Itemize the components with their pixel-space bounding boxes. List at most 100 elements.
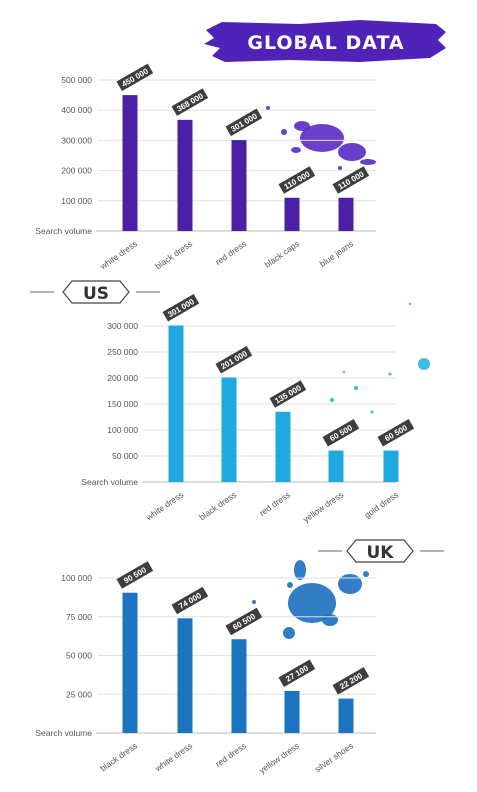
uk-splash-blob	[287, 582, 293, 588]
us-badge-frame	[62, 280, 130, 304]
uk-category-label: red dress	[213, 740, 248, 769]
global-value-label: 110 000	[283, 169, 313, 191]
global-value-label: 110 000	[337, 169, 367, 191]
us-y-tick-label: 300 000	[107, 321, 138, 331]
uk-bar	[338, 698, 354, 733]
uk-value-tag-bg	[225, 607, 263, 636]
us-bar	[221, 377, 237, 482]
global-value-tag-bg	[225, 108, 263, 137]
uk-value-tag: 27 100	[278, 659, 316, 687]
us-value-tag-bg	[377, 419, 415, 447]
us-splash-blob	[370, 410, 374, 414]
us-splash-blob	[418, 358, 430, 370]
us-splash-blob	[388, 372, 392, 376]
uk-bar	[122, 592, 138, 733]
us-badge: US	[30, 280, 160, 304]
global-value-tag: 301 000	[225, 108, 263, 137]
us-splash-blob	[342, 370, 346, 374]
global-value-tag: 368 000	[171, 88, 209, 116]
global-category-label: white dress	[97, 238, 139, 271]
us-y-axis-label: Search volume	[81, 477, 138, 487]
uk-value-tag-bg	[171, 586, 209, 615]
uk-y-axis-label: Search volume	[35, 728, 92, 738]
global-bar	[338, 197, 354, 231]
uk-splash-blob	[283, 627, 295, 639]
global-bar	[284, 197, 300, 231]
us-value-tag-bg	[322, 419, 360, 447]
global-splash-blob	[294, 121, 310, 131]
global-category-label: blue jeans	[318, 238, 355, 268]
global-splash-blob	[300, 124, 344, 152]
us-bar	[275, 411, 291, 482]
global-category-label: black dress	[153, 238, 194, 271]
us-y-tick-label: 200 000	[107, 373, 138, 383]
uk-category-label: black dress	[98, 740, 139, 773]
us-value-tag-bg	[269, 380, 307, 408]
uk-value-tag-bg	[116, 561, 154, 589]
global-y-tick-label: 100 000	[61, 196, 92, 206]
global-splash-blob	[360, 159, 376, 165]
uk-splash-blob	[294, 560, 306, 580]
uk-value-tag-bg	[278, 659, 316, 687]
uk-badge: UK	[318, 539, 444, 563]
us-category-label: red dress	[257, 489, 292, 518]
us-value-tag: 201 000	[215, 345, 253, 374]
brush-stroke	[204, 20, 446, 62]
us-category-label: gold dress	[362, 489, 400, 520]
uk-category-label: yellow dress	[257, 740, 301, 775]
us-y-tick-label: 50 000	[112, 451, 138, 461]
uk-splash-blob	[322, 614, 338, 626]
us-splash	[330, 302, 430, 414]
global-bar	[122, 95, 138, 231]
global-category-label: red dress	[213, 238, 248, 267]
uk-chart-title: UK	[367, 543, 395, 563]
global-value-label: 450 000	[120, 66, 150, 89]
global-splash-blob	[281, 129, 287, 135]
uk-y-tick-label: 75 000	[66, 612, 92, 622]
uk-y-tick-label: 25 000	[66, 689, 92, 699]
us-value-tag-bg	[162, 293, 200, 322]
uk-bar	[177, 618, 193, 733]
us-bar	[328, 450, 344, 482]
us-value-tag: 60 500	[377, 419, 415, 447]
us-value-tag: 60 500	[322, 419, 360, 447]
global-value-tag-bg	[116, 63, 154, 92]
uk-value-tag-bg	[332, 667, 370, 695]
uk-value-tag: 60 500	[225, 607, 263, 636]
us-category-label: yellow dress	[301, 489, 345, 524]
global-y-tick-label: 500 000	[61, 75, 92, 85]
uk-chart: 25 000 50 000 75 000 100 000 Search volume 90…	[35, 560, 376, 775]
global-splash-blob	[338, 143, 366, 161]
global-bar	[177, 119, 193, 231]
global-y-tick-label: 200 000	[61, 166, 92, 176]
global-y-tick-label: 300 000	[61, 135, 92, 145]
uk-badge-frame	[346, 539, 414, 563]
us-chart-title: US	[83, 284, 109, 304]
global-splash-blob	[291, 147, 301, 153]
header-banner: GLOBAL DATA	[204, 20, 446, 62]
uk-splash	[252, 560, 369, 639]
page-title: GLOBAL DATA	[247, 32, 404, 54]
global-splash	[266, 106, 376, 170]
us-category-label: white dress	[143, 489, 185, 522]
uk-splash-blob	[252, 600, 256, 604]
global-value-label: 301 000	[229, 111, 259, 134]
uk-y-tick-label: 50 000	[66, 651, 92, 661]
uk-category-label: silver shoes	[313, 740, 356, 774]
us-category-label: black dress	[197, 489, 238, 522]
us-splash-blob	[354, 386, 358, 390]
us-y-tick-label: 250 000	[107, 347, 138, 357]
us-y-tick-label: 100 000	[107, 425, 138, 435]
global-category-label: black caps	[263, 238, 302, 269]
us-value-label: 135 000	[273, 383, 303, 406]
uk-value-tag: 74 000	[171, 586, 209, 615]
uk-y-tick-label: 100 000	[61, 573, 92, 583]
us-splash-blob	[330, 398, 334, 402]
uk-splash-blob	[288, 583, 336, 623]
us-value-label: 301 000	[166, 297, 196, 320]
global-y-tick-label: 400 000	[61, 105, 92, 115]
uk-splash-blob	[338, 574, 362, 594]
uk-category-label: white dress	[152, 740, 194, 773]
uk-bar	[231, 639, 247, 733]
